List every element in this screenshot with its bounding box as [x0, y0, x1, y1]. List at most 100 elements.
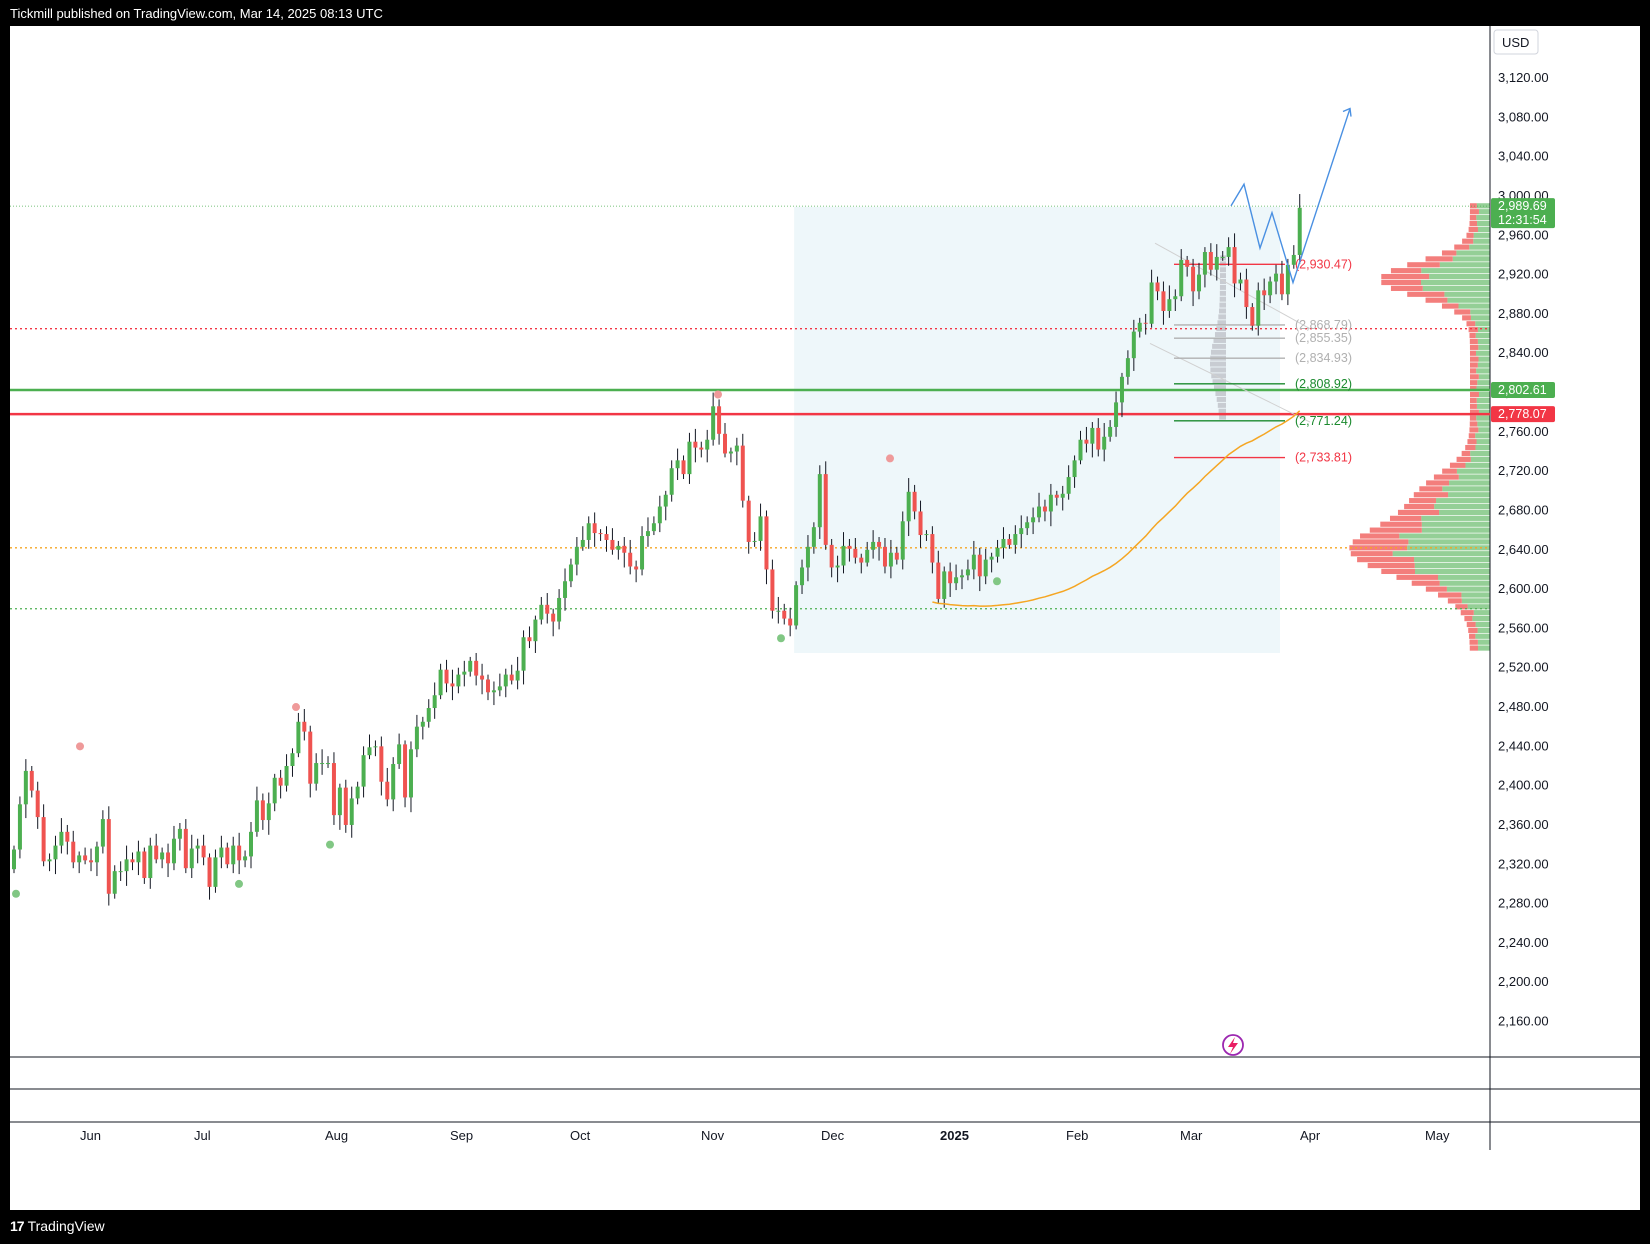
candle-down: [201, 845, 206, 858]
profile-bar-red: [1381, 273, 1430, 280]
fib-label: (2,771.24): [1295, 414, 1352, 428]
candle-up: [171, 838, 176, 864]
profile-bar-green: [1414, 557, 1490, 563]
candle-up: [1214, 256, 1219, 270]
candle-down: [509, 674, 514, 681]
profile-bar-green: [1475, 321, 1490, 327]
chart-grid: [10, 26, 1640, 1150]
candle-up: [1019, 528, 1024, 535]
time-axis[interactable]: Jun Jul Aug Sep Oct Nov Dec 2025 Feb Mar Apr May: [80, 1128, 1450, 1143]
candle-up: [817, 474, 822, 528]
candle-down: [106, 819, 111, 894]
candle-up: [1256, 290, 1261, 326]
profile-bar-red: [1425, 586, 1447, 592]
mini-profile-bar: [1213, 385, 1226, 391]
candle-up: [1048, 494, 1053, 512]
profile-bar-green: [1478, 409, 1490, 415]
profile-bar-red: [1411, 580, 1440, 586]
chart-frame[interactable]: (2,930.47) (2,868.79) (2,855.35) (2,834.93)…: [10, 26, 1640, 1210]
candle-up: [1072, 460, 1077, 478]
profile-bar-green: [1477, 338, 1490, 345]
mini-profile-bar: [1219, 284, 1226, 290]
profile-bar-red: [1441, 250, 1457, 256]
candle-up: [1149, 282, 1154, 324]
candle-up: [800, 567, 805, 586]
candle-up: [1274, 273, 1279, 282]
signal-dot: [714, 390, 722, 399]
candle-down: [1185, 259, 1190, 267]
candle-up: [391, 764, 396, 800]
profile-bar-red: [1419, 486, 1443, 492]
candle-up: [776, 610, 781, 612]
candle-up: [367, 747, 372, 756]
candle-up: [1114, 402, 1119, 427]
price-tick-label: 2,960.00: [1498, 227, 1549, 242]
candle-up: [314, 763, 319, 784]
candle-down: [1143, 322, 1148, 324]
profile-bar-green: [1476, 439, 1490, 445]
price-chart[interactable]: (2,930.47) (2,868.79)(2,855.35) (2,834.93)…: [10, 26, 1640, 1210]
profile-bar-red: [1367, 562, 1415, 569]
profile-bar-green: [1477, 627, 1490, 633]
fib-label: (2,868.79): [1295, 318, 1352, 332]
profile-bar-red: [1469, 427, 1479, 433]
ema-polyline: [932, 410, 1301, 607]
candle-up: [539, 604, 544, 620]
profile-bar-red: [1389, 515, 1422, 521]
candle-up: [711, 406, 716, 440]
profile-bar-green: [1446, 586, 1490, 592]
price-tag-bg: [1491, 198, 1555, 229]
profile-bar-red: [1407, 291, 1445, 297]
mini-profile-bar: [1210, 367, 1226, 373]
candle-up: [942, 571, 947, 599]
volume-profile: [1210, 203, 1490, 651]
profile-bar-green: [1449, 480, 1490, 486]
candle-up: [148, 845, 153, 879]
profile-bar-red: [1380, 521, 1422, 527]
profile-bar-green: [1477, 220, 1490, 227]
profile-bar-red: [1425, 256, 1453, 262]
candle-up: [533, 619, 538, 642]
candle-down: [699, 447, 704, 450]
candle-down: [527, 637, 532, 642]
profile-bar-red: [1468, 433, 1476, 439]
candle-down: [764, 516, 769, 570]
candle-up: [497, 686, 502, 691]
price-tick-label: 2,880.00: [1498, 306, 1549, 321]
candle-up: [616, 545, 621, 550]
profile-bar-red: [1460, 610, 1474, 616]
profile-bar-green: [1458, 303, 1490, 309]
mini-profile-bar: [1217, 320, 1226, 326]
profile-bar-red: [1469, 332, 1476, 339]
profile-bar-red: [1461, 450, 1471, 457]
candle-down: [154, 845, 159, 860]
lightning-icon[interactable]: [1222, 1034, 1244, 1056]
signal-dot: [292, 703, 300, 712]
candle-up: [794, 585, 799, 626]
candle-down: [948, 571, 953, 584]
candle-down: [829, 544, 834, 568]
candles: [12, 194, 1302, 906]
profile-bar-green: [1469, 244, 1490, 250]
brand-label: TradingView: [27, 1218, 105, 1234]
mini-profile-bar: [1218, 308, 1226, 314]
profile-bar-green: [1414, 568, 1490, 575]
month-label: 2025: [940, 1128, 969, 1143]
candle-up: [254, 800, 259, 832]
candle-down: [723, 433, 727, 454]
profile-bar-red: [1390, 268, 1422, 274]
candle-up: [835, 565, 840, 568]
profile-bar-red: [1469, 421, 1478, 427]
profile-bar-green: [1470, 456, 1490, 462]
profile-bar-red: [1469, 409, 1479, 415]
candle-up: [160, 852, 165, 860]
profile-bar-red: [1350, 551, 1393, 557]
candle-down: [859, 557, 864, 563]
currency-box: [1493, 29, 1539, 55]
price-axis[interactable]: 3,120.003,080.003,040.003,000.002,960.00…: [1493, 29, 1549, 1029]
candle-up: [284, 765, 289, 786]
candle-down: [592, 523, 597, 534]
candle-up: [77, 855, 82, 863]
profile-bar-green: [1421, 279, 1490, 286]
candle-up: [1268, 281, 1273, 296]
